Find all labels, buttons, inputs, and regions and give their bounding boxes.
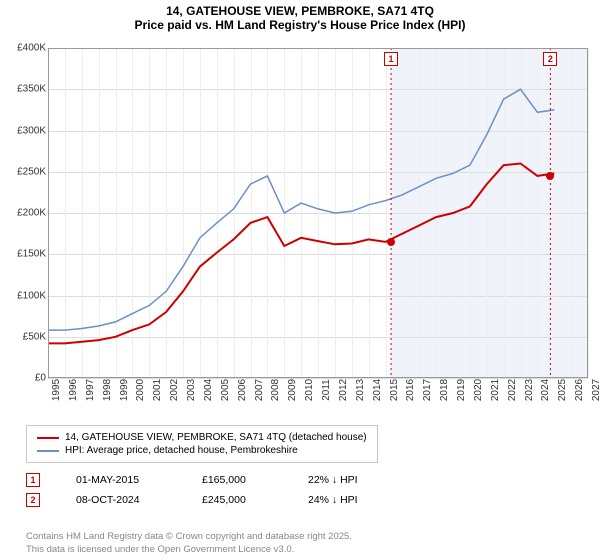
x-tick-label: 2006 (237, 379, 248, 401)
x-tick-label: 2017 (422, 379, 433, 401)
y-tick-label: £400K (17, 43, 46, 54)
y-tick-label: £0 (35, 373, 46, 384)
x-tick-label: 2019 (456, 379, 467, 401)
x-tick-label: 1999 (119, 379, 130, 401)
x-tick-label: 2012 (338, 379, 349, 401)
x-tick-label: 2000 (135, 379, 146, 401)
x-tick-label: 2018 (439, 379, 450, 401)
x-tick-label: 2004 (203, 379, 214, 401)
y-tick-label: £50K (23, 331, 46, 342)
footer-line1: Contains HM Land Registry data © Crown c… (26, 531, 352, 543)
chart-title-line1: 14, GATEHOUSE VIEW, PEMBROKE, SA71 4TQ (0, 0, 600, 18)
sales-diff: 24% ↓ HPI (308, 494, 398, 506)
y-tick-label: £150K (17, 249, 46, 260)
footer-line2: This data is licensed under the Open Gov… (26, 544, 352, 556)
sale-dot-1 (387, 238, 395, 246)
sale-marker-1: 1 (384, 52, 398, 66)
x-tick-label: 1997 (85, 379, 96, 401)
x-tick-label: 1996 (68, 379, 79, 401)
x-tick-label: 2013 (355, 379, 366, 401)
x-tick-label: 2026 (574, 379, 585, 401)
sales-price: £245,000 (202, 494, 272, 506)
legend-row: HPI: Average price, detached house, Pemb… (37, 444, 367, 457)
x-tick-label: 2024 (540, 379, 551, 401)
x-tick-label: 2009 (287, 379, 298, 401)
sales-row: 2 08-OCT-2024 £245,000 24% ↓ HPI (26, 490, 398, 510)
legend-label: 14, GATEHOUSE VIEW, PEMBROKE, SA71 4TQ (… (65, 432, 367, 443)
sales-price: £165,000 (202, 474, 272, 486)
x-tick-label: 2021 (490, 379, 501, 401)
x-tick-label: 2023 (524, 379, 535, 401)
plot-area: 12 (48, 48, 588, 378)
chart-container: 12 £0£50K£100K£150K£200K£250K£300K£350K£… (0, 40, 600, 420)
sales-diff: 22% ↓ HPI (308, 474, 398, 486)
footer-attribution: Contains HM Land Registry data © Crown c… (26, 531, 352, 556)
series-property (48, 164, 554, 344)
x-tick-label: 1995 (51, 379, 62, 401)
x-tick-label: 2008 (270, 379, 281, 401)
x-tick-label: 2005 (220, 379, 231, 401)
legend-swatch (37, 450, 59, 452)
sale-marker-2: 2 (543, 52, 557, 66)
x-tick-label: 2011 (321, 379, 332, 401)
y-tick-label: £300K (17, 125, 46, 136)
legend: 14, GATEHOUSE VIEW, PEMBROKE, SA71 4TQ (… (26, 425, 378, 463)
x-tick-label: 2010 (304, 379, 315, 401)
x-tick-label: 2001 (152, 379, 163, 401)
legend-swatch (37, 437, 59, 439)
series-hpi (48, 89, 554, 330)
line-series (48, 48, 588, 378)
x-tick-label: 2020 (473, 379, 484, 401)
x-tick-label: 2014 (372, 379, 383, 401)
sales-row: 1 01-MAY-2015 £165,000 22% ↓ HPI (26, 470, 398, 490)
y-tick-label: £200K (17, 208, 46, 219)
y-tick-label: £350K (17, 84, 46, 95)
sales-table: 1 01-MAY-2015 £165,000 22% ↓ HPI 2 08-OCT-202… (26, 470, 398, 510)
x-tick-label: 2022 (507, 379, 518, 401)
legend-row: 14, GATEHOUSE VIEW, PEMBROKE, SA71 4TQ (… (37, 431, 367, 444)
sales-date: 08-OCT-2024 (76, 494, 166, 506)
sales-date: 01-MAY-2015 (76, 474, 166, 486)
x-tick-label: 2002 (169, 379, 180, 401)
x-tick-label: 2025 (557, 379, 568, 401)
sales-marker-box: 1 (26, 473, 40, 487)
chart-title-line2: Price paid vs. HM Land Registry's House … (0, 18, 600, 32)
sales-marker-box: 2 (26, 493, 40, 507)
x-tick-label: 1998 (102, 379, 113, 401)
x-tick-label: 2003 (186, 379, 197, 401)
legend-label: HPI: Average price, detached house, Pemb… (65, 445, 298, 456)
sale-dot-2 (546, 172, 554, 180)
y-tick-label: £100K (17, 290, 46, 301)
x-tick-label: 2015 (389, 379, 400, 401)
x-tick-label: 2027 (591, 379, 600, 401)
y-tick-label: £250K (17, 166, 46, 177)
x-tick-label: 2016 (405, 379, 416, 401)
x-tick-label: 2007 (254, 379, 265, 401)
